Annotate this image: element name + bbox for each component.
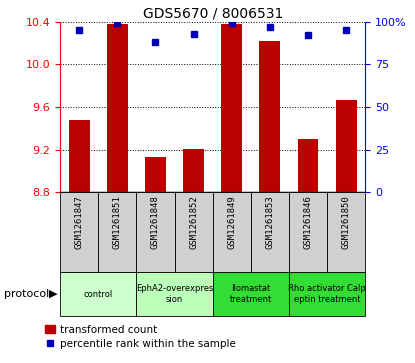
- Bar: [259, 41, 281, 192]
- Text: protocol: protocol: [4, 289, 49, 299]
- Text: Ilomastat
treatment: Ilomastat treatment: [229, 284, 272, 304]
- Legend: transformed count, percentile rank within the sample: transformed count, percentile rank withi…: [45, 325, 236, 349]
- Bar: [145, 157, 166, 192]
- Text: GSM1261846: GSM1261846: [303, 195, 312, 249]
- Bar: [60, 192, 98, 272]
- Text: control: control: [84, 290, 113, 298]
- Text: GSM1261851: GSM1261851: [113, 195, 122, 249]
- Bar: [60, 272, 137, 316]
- Bar: [298, 139, 318, 192]
- Bar: [212, 272, 289, 316]
- Bar: [175, 192, 213, 272]
- Bar: [212, 192, 251, 272]
- Bar: [107, 24, 128, 192]
- Bar: [183, 149, 204, 192]
- Text: ▶: ▶: [49, 289, 57, 299]
- Bar: [251, 192, 289, 272]
- Text: GSM1261852: GSM1261852: [189, 195, 198, 249]
- Bar: [289, 272, 365, 316]
- Bar: [137, 192, 175, 272]
- Bar: [327, 192, 365, 272]
- Title: GDS5670 / 8006531: GDS5670 / 8006531: [142, 7, 283, 21]
- Text: EphA2-overexpres
sion: EphA2-overexpres sion: [136, 284, 213, 304]
- Bar: [289, 192, 327, 272]
- Text: Rho activator Calp
eptin treatment: Rho activator Calp eptin treatment: [288, 284, 366, 304]
- Bar: [336, 99, 356, 192]
- Bar: [69, 120, 90, 192]
- Bar: [137, 272, 212, 316]
- Text: GSM1261850: GSM1261850: [342, 195, 351, 249]
- Bar: [221, 24, 242, 192]
- Text: GSM1261853: GSM1261853: [265, 195, 274, 249]
- Text: GSM1261848: GSM1261848: [151, 195, 160, 249]
- Text: GSM1261849: GSM1261849: [227, 195, 236, 249]
- Text: GSM1261847: GSM1261847: [75, 195, 84, 249]
- Bar: [98, 192, 137, 272]
